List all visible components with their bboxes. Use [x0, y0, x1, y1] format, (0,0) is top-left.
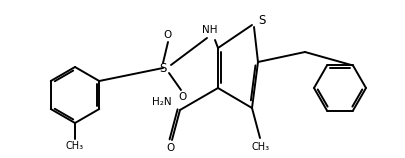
Text: O: O [166, 143, 175, 153]
Text: O: O [164, 30, 172, 40]
Text: S: S [258, 15, 265, 27]
Text: CH₃: CH₃ [66, 141, 84, 151]
Text: S: S [159, 63, 166, 76]
Text: NH: NH [202, 25, 217, 35]
Text: H₂N: H₂N [152, 97, 171, 107]
Text: CH₃: CH₃ [252, 142, 269, 152]
Text: O: O [179, 92, 187, 102]
